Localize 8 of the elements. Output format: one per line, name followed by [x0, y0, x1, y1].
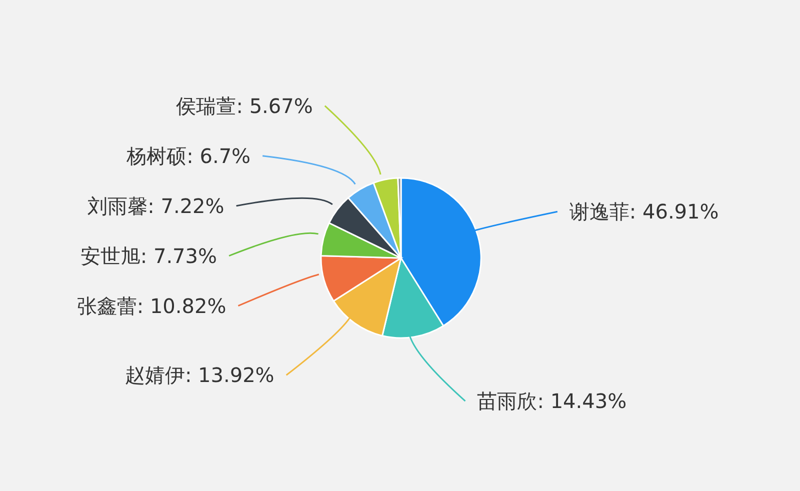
slice-label: 安世旭: 7.73%: [80, 244, 218, 268]
slice-label: 杨树硕: 6.7%: [126, 144, 251, 168]
slice-label: 赵婧伊: 13.92%: [124, 363, 274, 388]
slice-label: 苗雨欣: 14.43%: [477, 389, 627, 414]
slice-label: 侯瑞萱: 5.67%: [176, 94, 313, 118]
slice-label: 谢逸菲: 46.91%: [569, 200, 719, 224]
slice-label: 张鑫蕾: 10.82%: [76, 294, 226, 318]
slice-label: 刘雨馨: 7.22%: [88, 194, 224, 218]
